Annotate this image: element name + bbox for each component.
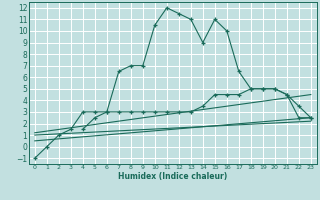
X-axis label: Humidex (Indice chaleur): Humidex (Indice chaleur) xyxy=(118,172,228,181)
